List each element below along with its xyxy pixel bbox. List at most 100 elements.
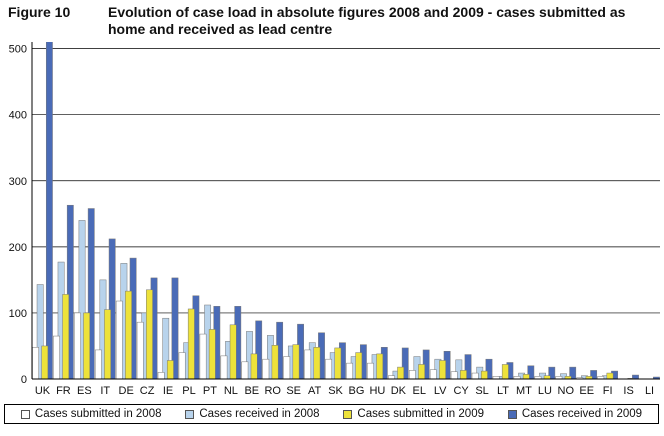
bar-no-series-2	[564, 376, 572, 379]
bar-it-series-0	[94, 349, 102, 379]
x-tick-label: NO	[558, 385, 575, 397]
bar-uk-series-2	[41, 345, 49, 379]
x-tick-label: DE	[119, 385, 134, 397]
bar-fi-series-0	[597, 376, 605, 379]
x-tick-label: LU	[538, 385, 552, 397]
y-tick-label: 400	[9, 110, 27, 122]
bar-el-series-0	[408, 370, 416, 379]
bar-it-series-3	[108, 238, 116, 379]
bar-it-series-2	[104, 309, 111, 379]
x-tick-label: LT	[497, 385, 509, 397]
bar-lv-series-0	[429, 369, 437, 379]
x-tick-label: EL	[413, 385, 426, 397]
legend-item-received-2009: Cases received in 2009	[507, 408, 643, 420]
bar-mt-series-2	[522, 374, 530, 379]
grid-lines	[32, 48, 660, 314]
bar-nl-series-2	[229, 324, 237, 379]
bar-cy-series-2	[460, 370, 467, 379]
bar-mt-series-0	[513, 376, 521, 379]
x-tick-label: LI	[645, 385, 654, 397]
x-tick-label: ES	[77, 385, 92, 397]
bar-ee-series-2	[585, 376, 593, 379]
bar-pl-series-0	[178, 352, 186, 379]
x-tick-label: CY	[453, 385, 469, 397]
x-tick-label: LV	[434, 385, 447, 397]
x-tick-label: RO	[264, 385, 281, 397]
legend-swatch-received-2009	[507, 409, 517, 419]
legend-label-received-2008: Cases received in 2008	[199, 408, 320, 420]
bar-sl-series-0	[471, 372, 479, 379]
bar-bg-series-2	[355, 352, 363, 379]
bar-hu-series-2	[376, 353, 384, 379]
bar-cy-series-3	[464, 354, 472, 379]
bar-es-series-1	[78, 220, 86, 379]
bar-hu-series-0	[367, 362, 374, 379]
bar-nl-series-0	[220, 355, 228, 379]
bar-pt-series-0	[199, 333, 207, 379]
bar-be-series-3	[255, 320, 263, 379]
bar-pl-series-2	[187, 308, 195, 379]
bar-es-series-2	[83, 312, 91, 379]
bar-es-series-3	[87, 208, 95, 379]
y-tick-label: 500	[9, 44, 27, 56]
x-tick-label: IS	[623, 385, 633, 397]
x-tick-label: HU	[369, 385, 385, 397]
bar-at-series-0	[304, 349, 312, 379]
legend: Cases submitted in 2008 Cases received i…	[4, 404, 659, 424]
x-tick-label: IE	[163, 385, 173, 397]
x-tick-label: FR	[56, 385, 71, 397]
bar-sl-series-3	[485, 358, 493, 379]
bar-ie-series-0	[157, 372, 165, 379]
legend-swatch-submitted-2008	[20, 409, 30, 419]
bar-es-series-0	[74, 312, 81, 379]
y-tick-label: 300	[9, 176, 27, 188]
bar-de-series-0	[115, 300, 123, 379]
bar-sk-series-0	[325, 358, 333, 379]
y-tick-label: 200	[9, 242, 27, 254]
bar-lt-series-2	[501, 364, 509, 379]
legend-label-submitted-2009: Cases submitted in 2009	[357, 408, 484, 420]
legend-swatch-received-2008	[185, 409, 195, 419]
y-tick-label: 0	[21, 374, 27, 386]
bar-se-series-2	[292, 344, 300, 379]
x-tick-label: SL	[475, 385, 488, 397]
bar-ie-series-2	[166, 360, 174, 379]
bars	[32, 42, 660, 379]
bar-is-series-3	[632, 374, 639, 379]
bar-dk-series-3	[401, 347, 409, 379]
bar-uk-series-1	[36, 284, 44, 379]
y-tick-label: 100	[9, 308, 27, 320]
x-tick-label: SE	[286, 385, 301, 397]
x-tick-label: AT	[308, 385, 322, 397]
bar-fr-series-2	[62, 294, 70, 379]
bar-se-series-0	[283, 356, 291, 379]
bar-fr-series-3	[66, 204, 74, 379]
legend-item-submitted-2009: Cases submitted in 2009	[343, 408, 484, 420]
bar-be-series-0	[241, 361, 249, 379]
bar-el-series-2	[418, 364, 425, 379]
bar-be-series-2	[250, 353, 258, 379]
x-tick-label: DK	[391, 385, 407, 397]
bar-lu-series-0	[534, 376, 542, 379]
bar-pt-series-2	[208, 329, 216, 379]
bar-bg-series-0	[346, 362, 353, 379]
legend-label-received-2009: Cases received in 2009	[521, 408, 643, 420]
bar-dk-series-2	[397, 366, 405, 379]
bar-ro-series-0	[262, 358, 270, 379]
x-tick-label: EE	[579, 385, 594, 397]
x-tick-label: PT	[203, 385, 217, 397]
chart: 0 100 200 300 400 500 UK FR ES IT DE CZ IE PL PT NL BE RO…	[9, 42, 660, 397]
bar-ie-series-1	[162, 317, 170, 379]
bar-ro-series-2	[271, 345, 279, 379]
bar-lt-series-0	[492, 376, 500, 379]
figure-label: Figure 10	[8, 4, 71, 20]
figure-title: Evolution of case load in absolute figur…	[108, 4, 626, 37]
bar-fr-series-0	[53, 335, 60, 379]
bar-ee-series-0	[576, 377, 584, 379]
x-tick-label: UK	[35, 385, 51, 397]
legend-swatch-submitted-2009	[343, 409, 353, 419]
bar-lu-series-3	[548, 366, 556, 379]
bar-de-series-2	[125, 290, 132, 379]
axes: 0 100 200 300 400 500 UK FR ES IT DE CZ IE PL PT NL BE RO…	[9, 42, 660, 397]
legend-label-submitted-2008: Cases submitted in 2008	[34, 408, 162, 420]
